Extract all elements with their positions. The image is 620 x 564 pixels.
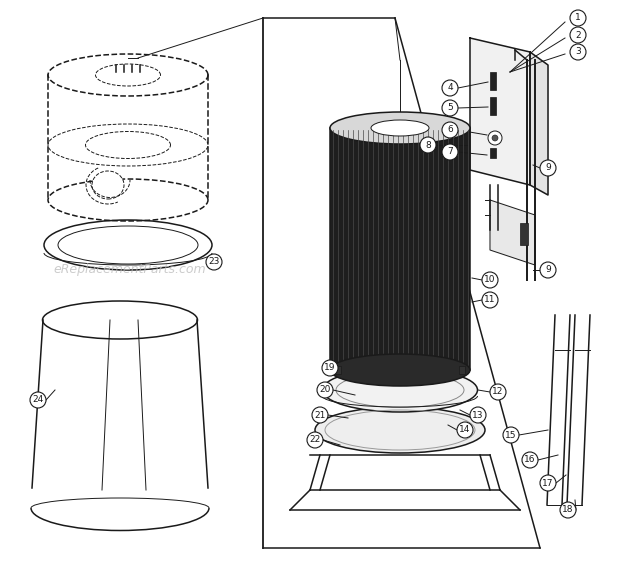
Circle shape (470, 407, 486, 423)
Circle shape (322, 360, 338, 376)
Text: 2: 2 (575, 30, 581, 39)
Text: 19: 19 (324, 364, 336, 372)
Circle shape (420, 137, 436, 153)
Circle shape (570, 44, 586, 60)
Text: 24: 24 (32, 395, 43, 404)
Text: 23: 23 (208, 258, 219, 267)
Circle shape (206, 254, 222, 270)
Bar (490, 72, 496, 90)
Text: 9: 9 (545, 164, 551, 173)
Text: 18: 18 (562, 505, 574, 514)
Circle shape (522, 452, 538, 468)
Text: 21: 21 (314, 411, 326, 420)
Text: 16: 16 (525, 456, 536, 465)
Circle shape (490, 384, 506, 400)
Polygon shape (490, 200, 535, 265)
Circle shape (503, 427, 519, 443)
Bar (490, 148, 496, 158)
Circle shape (540, 475, 556, 491)
Text: eReplacementParts.com: eReplacementParts.com (54, 263, 206, 276)
Circle shape (457, 422, 473, 438)
Text: 6: 6 (447, 126, 453, 134)
Text: 17: 17 (542, 478, 554, 487)
Polygon shape (470, 38, 530, 185)
Bar (335, 366, 341, 374)
Circle shape (442, 80, 458, 96)
Polygon shape (530, 52, 548, 195)
Bar (330, 128, 470, 370)
Text: 20: 20 (319, 386, 330, 394)
Text: 5: 5 (447, 104, 453, 112)
Ellipse shape (322, 368, 477, 412)
Text: 7: 7 (447, 148, 453, 156)
Text: 13: 13 (472, 411, 484, 420)
Text: 8: 8 (425, 140, 431, 149)
Text: 12: 12 (492, 387, 503, 396)
Ellipse shape (330, 112, 470, 144)
Text: 22: 22 (309, 435, 321, 444)
Text: 14: 14 (459, 425, 471, 434)
Text: 1: 1 (575, 14, 581, 23)
Ellipse shape (371, 120, 429, 136)
Text: 10: 10 (484, 275, 496, 284)
Text: 15: 15 (505, 430, 516, 439)
Circle shape (317, 382, 333, 398)
Bar (490, 97, 496, 115)
Circle shape (307, 432, 323, 448)
Bar (520, 223, 528, 245)
Circle shape (570, 10, 586, 26)
Circle shape (560, 502, 576, 518)
Ellipse shape (336, 372, 464, 408)
Bar (459, 366, 465, 374)
Ellipse shape (330, 354, 470, 386)
Circle shape (30, 392, 46, 408)
Circle shape (442, 100, 458, 116)
Circle shape (570, 27, 586, 43)
Text: 3: 3 (575, 47, 581, 56)
Circle shape (540, 262, 556, 278)
Circle shape (442, 144, 458, 160)
Circle shape (540, 160, 556, 176)
Ellipse shape (92, 171, 124, 199)
Circle shape (492, 135, 498, 141)
Text: 4: 4 (447, 83, 453, 92)
Circle shape (482, 292, 498, 308)
Circle shape (442, 122, 458, 138)
Circle shape (312, 407, 328, 423)
Ellipse shape (315, 407, 485, 453)
Text: 11: 11 (484, 296, 496, 305)
Text: 9: 9 (545, 266, 551, 275)
Circle shape (482, 272, 498, 288)
Circle shape (488, 131, 502, 145)
